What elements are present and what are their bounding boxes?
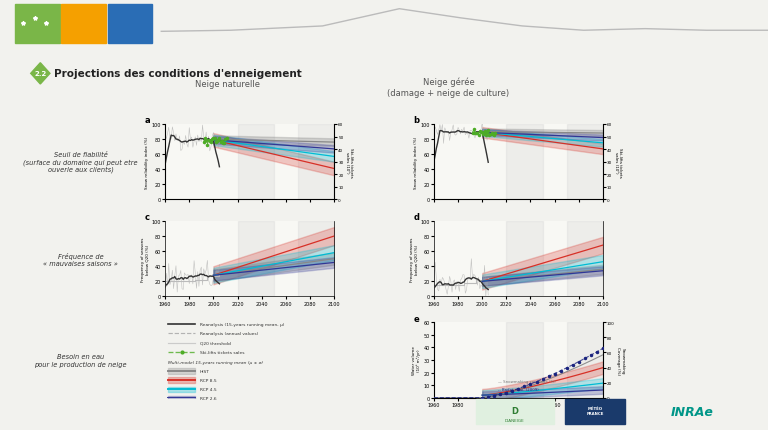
Text: Besoin en eau
pour le production de neige: Besoin en eau pour le production de neig… [35, 353, 127, 367]
Text: 2.2: 2.2 [35, 71, 46, 77]
Bar [237, 125, 273, 200]
Bar [567, 125, 603, 200]
Y-axis label: Ski-lifts tickets
sales (10⁶): Ski-lifts tickets sales (10⁶) [345, 147, 353, 177]
Text: a: a [145, 116, 151, 125]
Bar [61, 5, 106, 44]
Y-axis label: Snow reliability index (%): Snow reliability index (%) [414, 136, 419, 188]
Bar [567, 221, 603, 297]
Text: RCP 2.6: RCP 2.6 [200, 396, 217, 400]
Bar [567, 322, 603, 398]
Text: RCP 8.5: RCP 8.5 [200, 378, 217, 382]
Text: e: e [414, 314, 419, 323]
Text: Ski-lifts tickets sales: Ski-lifts tickets sales [200, 350, 244, 354]
Text: b: b [414, 116, 419, 125]
Text: d: d [414, 213, 419, 222]
Bar [506, 322, 542, 398]
Text: -- Badré et al. (2009): -- Badré et al. (2009) [498, 387, 539, 391]
Bar [15, 5, 60, 44]
Y-axis label: Frequency of seasons
below Q20 (%): Frequency of seasons below Q20 (%) [141, 237, 150, 281]
Bar [506, 221, 542, 297]
Bar [237, 221, 273, 297]
Text: HIST: HIST [200, 369, 210, 373]
Text: Projections des conditions d'enneigement: Projections des conditions d'enneigement [54, 69, 302, 79]
Y-axis label: Snowmaking
Coverage (%): Snowmaking Coverage (%) [616, 346, 625, 374]
Text: c: c [145, 213, 150, 222]
Text: RCP 4.5: RCP 4.5 [200, 387, 217, 391]
Bar [506, 125, 542, 200]
Text: Fréquence de
« mauvaises saisons »: Fréquence de « mauvaises saisons » [43, 252, 118, 266]
Text: Seuil de fiabilité
(surface du domaine qui peut etre
ouverle aux clients): Seuil de fiabilité (surface du domaine q… [23, 152, 138, 173]
Y-axis label: Frequency of seasons
below Q20 (%): Frequency of seasons below Q20 (%) [409, 237, 419, 281]
Text: Reanalysis (15-years running mean, μ): Reanalysis (15-years running mean, μ) [200, 322, 284, 326]
Text: INRAe: INRAe [670, 405, 713, 418]
Text: Neige gérée
(damage + neige de culture): Neige gérée (damage + neige de culture) [387, 78, 510, 98]
Bar [108, 5, 152, 44]
Text: Reanalysis (annual values): Reanalysis (annual values) [200, 332, 258, 336]
Text: — Snowmaking coverage (%): — Snowmaking coverage (%) [498, 379, 556, 383]
Y-axis label: Ski-lifts tickets
sales (10⁶): Ski-lifts tickets sales (10⁶) [614, 147, 622, 177]
Text: DIANEIGE: DIANEIGE [505, 418, 525, 422]
Text: MÉTÉO
FRANCE: MÉTÉO FRANCE [586, 406, 604, 415]
Text: Q20 threshold: Q20 threshold [200, 341, 230, 345]
Bar [564, 399, 625, 424]
Text: Multi-model 15-years running mean (μ ± σ): Multi-model 15-years running mean (μ ± σ… [168, 360, 263, 364]
Bar [298, 221, 334, 297]
Y-axis label: Snow reliability index (%): Snow reliability index (%) [145, 136, 150, 188]
Y-axis label: Water volume
(10⁶ m³/yr): Water volume (10⁶ m³/yr) [412, 346, 422, 375]
Polygon shape [31, 64, 50, 85]
Bar [298, 125, 334, 200]
Bar [476, 399, 554, 424]
Text: Neige naturelle: Neige naturelle [195, 80, 260, 89]
Text: D: D [511, 406, 518, 415]
